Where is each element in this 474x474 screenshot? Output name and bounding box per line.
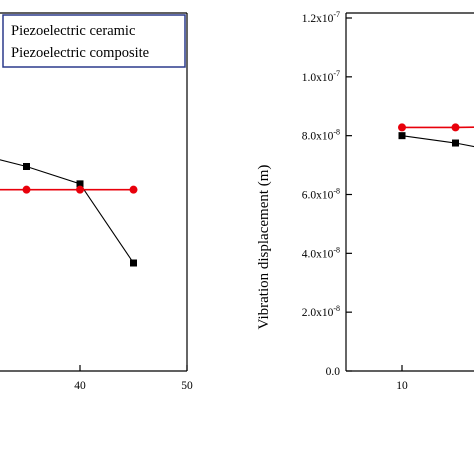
left-data-point-square	[130, 259, 137, 267]
right-y-tick-label: 1.0x10-7	[302, 69, 340, 84]
right-y-tick-exponent: -8	[333, 304, 340, 313]
right-y-tick-label: 6.0x10-8	[302, 187, 340, 202]
right-y-tick-label: 4.0x10-8	[302, 245, 340, 260]
right-x-tick-label: 10	[396, 380, 408, 392]
legend-box	[2, 14, 186, 68]
right-y-tick-label: 1.2x10-7	[302, 10, 340, 25]
right-y-tick-label: 0.0	[326, 366, 341, 378]
right-y-tick-label: 8.0x10-8	[302, 128, 340, 143]
right-y-tick-exponent: -8	[333, 245, 340, 254]
left-x-ticks: 40 50	[74, 365, 193, 392]
right-data-point-circle	[451, 123, 460, 132]
left-series	[0, 159, 138, 267]
left-data-point-square	[76, 180, 84, 188]
left-data-point-circle	[22, 185, 31, 194]
legend-entry-composite: Piezoelectric composite	[11, 45, 149, 61]
right-y-tick-exponent: -7	[333, 69, 340, 78]
right-y-tick-exponent: -8	[333, 187, 340, 196]
right-series	[398, 123, 474, 148]
left-x-tick-label: 50	[181, 380, 193, 392]
right-y-tick-exponent: -7	[333, 10, 340, 19]
left-data-point-circle	[76, 185, 84, 194]
left-x-tick-label: 40	[74, 380, 86, 392]
left-data-point-circle	[129, 185, 138, 194]
right-y-tick-exponent: -8	[333, 128, 340, 137]
right-y-tick-label: 2.0x10-8	[302, 304, 340, 319]
left-chart: 40 50 Piezoelectric ceramic Piezoelectric…	[0, 12, 193, 392]
right-data-point-square	[452, 139, 459, 147]
right-chart: 0.0 2.0x10-8 4.0x10-8 6.0x10-8 8.0x10-8 1.0x1…	[256, 10, 474, 392]
left-series-line	[0, 159, 134, 264]
left-data-point-square	[23, 163, 30, 170]
legend: Piezoelectric ceramic Piezoelectric comp…	[2, 14, 186, 68]
legend-entry-ceramic: Piezoelectric ceramic	[11, 23, 135, 39]
right-series-line	[402, 126, 474, 129]
right-y-axis-title: Vibration displacement (m)	[256, 165, 272, 330]
right-data-point-square	[398, 132, 406, 140]
right-y-ticks: 0.0 2.0x10-8 4.0x10-8 6.0x10-8 8.0x10-8 1.0x1…	[302, 10, 352, 378]
right-series-line	[401, 135, 474, 148]
right-data-point-circle	[398, 123, 406, 132]
right-x-ticks: 10	[396, 365, 408, 392]
